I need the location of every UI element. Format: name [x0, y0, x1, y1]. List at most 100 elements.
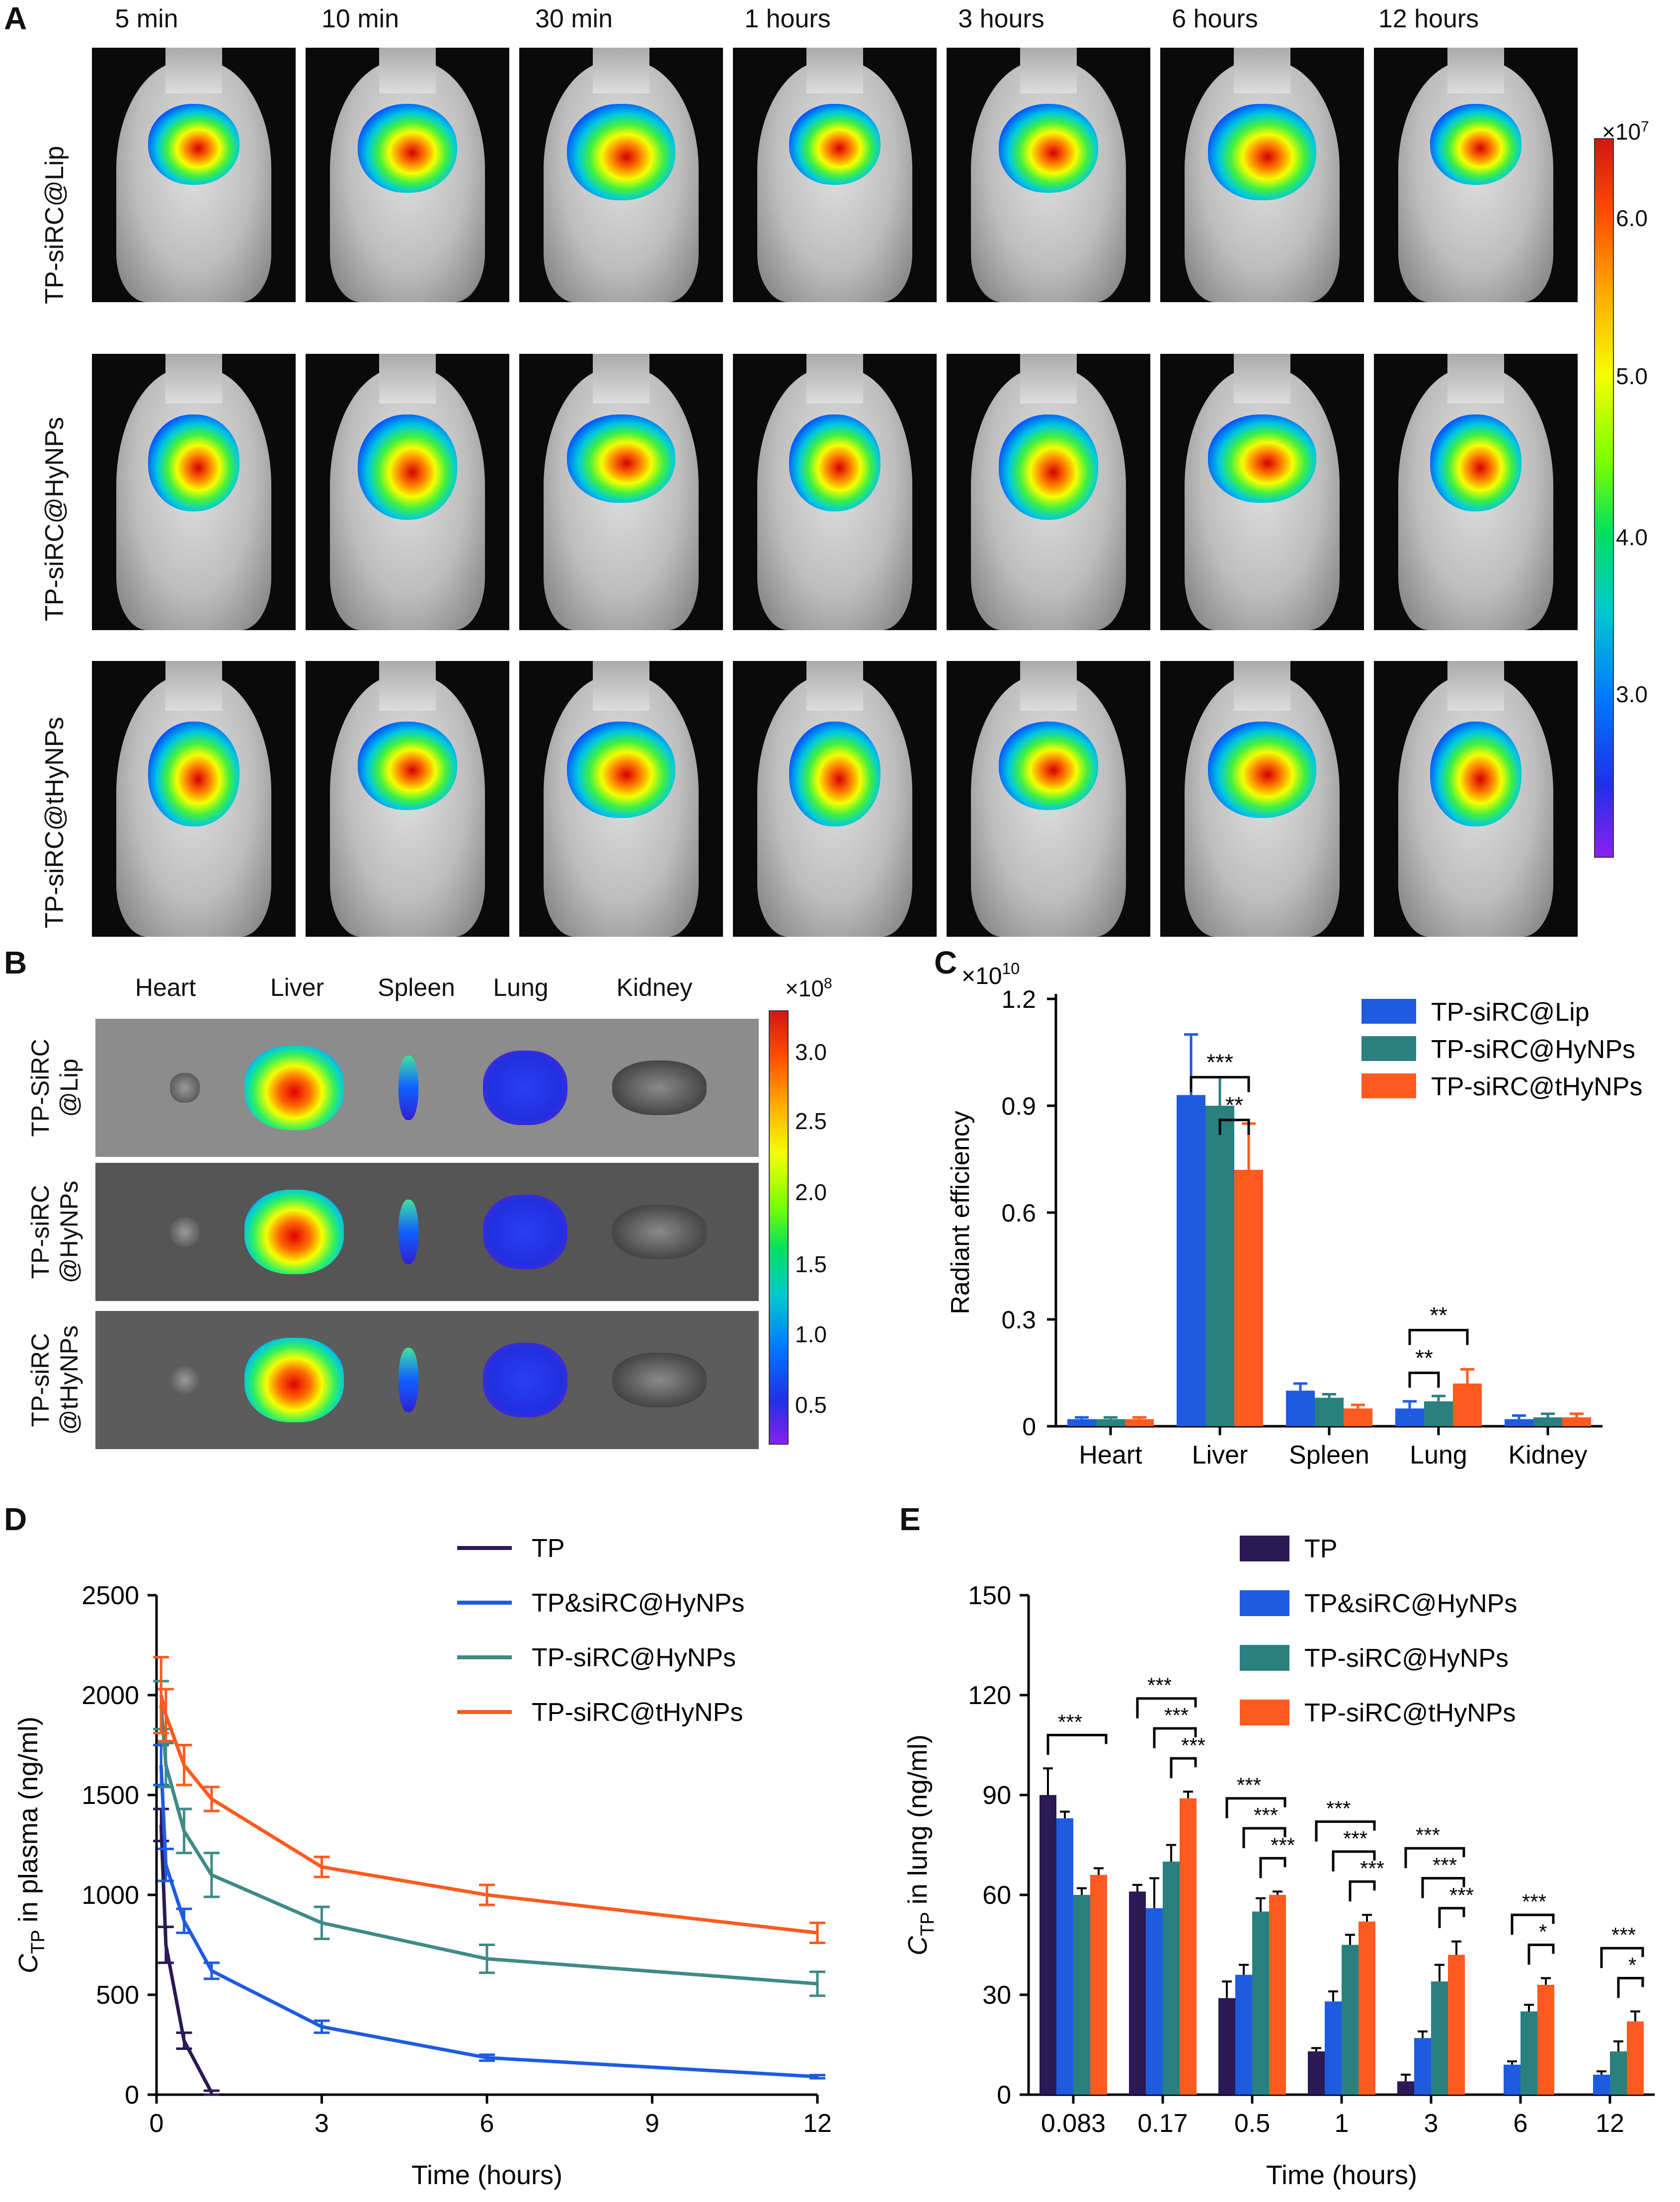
y-tick-label: 1.2	[1001, 985, 1036, 1013]
x-tick-label: 3	[315, 2109, 329, 2138]
organ-image	[612, 1205, 707, 1259]
significance-label: **	[1430, 1303, 1447, 1328]
significance-bracket	[1225, 1797, 1286, 1818]
significance-bracket	[1349, 1880, 1376, 1902]
mouse-image	[1160, 661, 1364, 937]
bar	[1180, 1798, 1197, 2095]
y-tick-label: 0.9	[1001, 1092, 1036, 1120]
bar	[1129, 1891, 1146, 2095]
legend-swatch	[1361, 1073, 1416, 1098]
bar	[1344, 1408, 1372, 1426]
y-axis-label-sub: TP	[28, 1930, 49, 1954]
panel-label-c: C	[934, 945, 958, 980]
organ-row-label-line1: TP-SiRC	[26, 1039, 54, 1137]
organ-row	[95, 1019, 759, 1157]
bar	[1342, 1945, 1359, 2095]
bar	[1177, 1095, 1205, 1426]
timepoint-header: 12 hours	[1378, 4, 1479, 33]
bar	[1269, 1895, 1286, 2095]
significance-bracket	[1190, 1076, 1250, 1092]
significance-bracket	[1600, 1947, 1644, 1968]
x-tick-label: Kidney	[1509, 1441, 1588, 1469]
colorbar-tick: 1.0	[795, 1321, 827, 1347]
chart-c: 0 0.3 0.6 0.9 1.2×1010 Radiant efficiency Hear…	[946, 960, 1642, 1469]
row-label: TP-siRC@tHyNPs	[40, 717, 69, 928]
colorbar-tick: 2.5	[795, 1108, 827, 1134]
bar	[1325, 2001, 1342, 2095]
y-tick-label: 0	[997, 2081, 1011, 2110]
timepoint-header: 6 hours	[1172, 4, 1258, 33]
series-line	[159, 1825, 213, 2094]
mouse-neck	[1233, 354, 1291, 404]
mouse-image	[947, 48, 1150, 302]
mouse-neck	[1233, 48, 1291, 94]
organ-row-label: TP-siRC @tHyNPs	[26, 1316, 83, 1444]
timepoint-header: 5 min	[115, 4, 178, 33]
legend-label: TP-siRC@HyNPs	[532, 1643, 736, 1672]
organ-row-label: TP-SiRC @Lip	[26, 1024, 83, 1152]
fluorescence-signal	[148, 414, 240, 511]
fluorescence-signal	[789, 722, 881, 826]
legend-swatch	[1240, 1536, 1289, 1561]
significance-bracket	[1421, 1877, 1465, 1898]
significance-label: *	[1628, 1954, 1636, 1977]
significance-label: ***	[1360, 1857, 1384, 1880]
colorbar-tick: 4.0	[1616, 524, 1648, 550]
organ-image	[483, 1195, 567, 1269]
mouse-image	[92, 354, 296, 630]
significance-bracket	[1404, 1847, 1465, 1869]
mouse-image	[92, 48, 296, 302]
timepoint-header: 10 min	[321, 4, 400, 33]
x-tick-label: Spleen	[1289, 1441, 1369, 1469]
significance-bracket	[1332, 1850, 1376, 1872]
legend-label: TP-siRC@tHyNPs	[1304, 1699, 1516, 1727]
bar	[1424, 1401, 1453, 1426]
significance-bracket	[1315, 1820, 1376, 1842]
bar	[1359, 1921, 1375, 2095]
bar	[1610, 2051, 1627, 2095]
y-axis-label-sub: TP	[917, 1912, 938, 1936]
x-tick-label: Liver	[1192, 1441, 1248, 1469]
colorbar-b-exp-base: ×10	[785, 976, 824, 1001]
significance-bracket	[1408, 1372, 1440, 1388]
fluorescence-signal	[1208, 722, 1316, 818]
significance-label: ***	[1343, 1827, 1367, 1850]
significance-bracket	[1170, 1757, 1197, 1779]
panel-label-d: D	[4, 1501, 27, 1537]
organ-header: Liver	[270, 974, 324, 1001]
colorbar-b-exp-power: 8	[824, 975, 832, 992]
mouse-neck	[1020, 354, 1077, 404]
mouse-neck	[379, 354, 436, 404]
panel-label-e: E	[899, 1501, 921, 1537]
x-tick-label: 0	[150, 2109, 164, 2138]
bar	[1235, 1974, 1252, 2095]
significance-label: **	[1225, 1092, 1243, 1118]
significance-label: ***	[1522, 1890, 1546, 1913]
fluorescence-signal	[567, 722, 675, 818]
timepoint-header: 1 hours	[744, 4, 831, 33]
y-tick-label: 30	[982, 1981, 1011, 2010]
significance-label: ***	[1181, 1733, 1205, 1757]
bar	[1537, 1984, 1554, 2095]
bar	[1448, 1955, 1465, 2095]
mouse-image	[306, 661, 509, 937]
y-axis-label: Radiant efficiency	[946, 1111, 975, 1314]
x-tick-label: 12	[803, 2109, 832, 2138]
mouse-image	[519, 354, 723, 630]
legend-swatch	[1240, 1645, 1289, 1671]
colorbar-b	[769, 1010, 789, 1445]
mouse-image	[733, 354, 937, 630]
mouse-image	[519, 661, 723, 937]
mouse-neck	[592, 661, 650, 711]
significance-label: *	[1539, 1920, 1547, 1944]
fluorescence-signal	[1430, 103, 1522, 185]
organ-image	[244, 1338, 344, 1422]
organ-row-label: TP-siRC @HyNPs	[26, 1168, 83, 1296]
significance-label: ***	[1147, 1674, 1172, 1697]
significance-label: ***	[1611, 1923, 1636, 1947]
y-axis-label-main: C	[903, 1936, 933, 1956]
mouse-neck	[806, 48, 864, 94]
y-multiplier: ×1010	[961, 960, 1020, 989]
bar	[1395, 1408, 1424, 1426]
